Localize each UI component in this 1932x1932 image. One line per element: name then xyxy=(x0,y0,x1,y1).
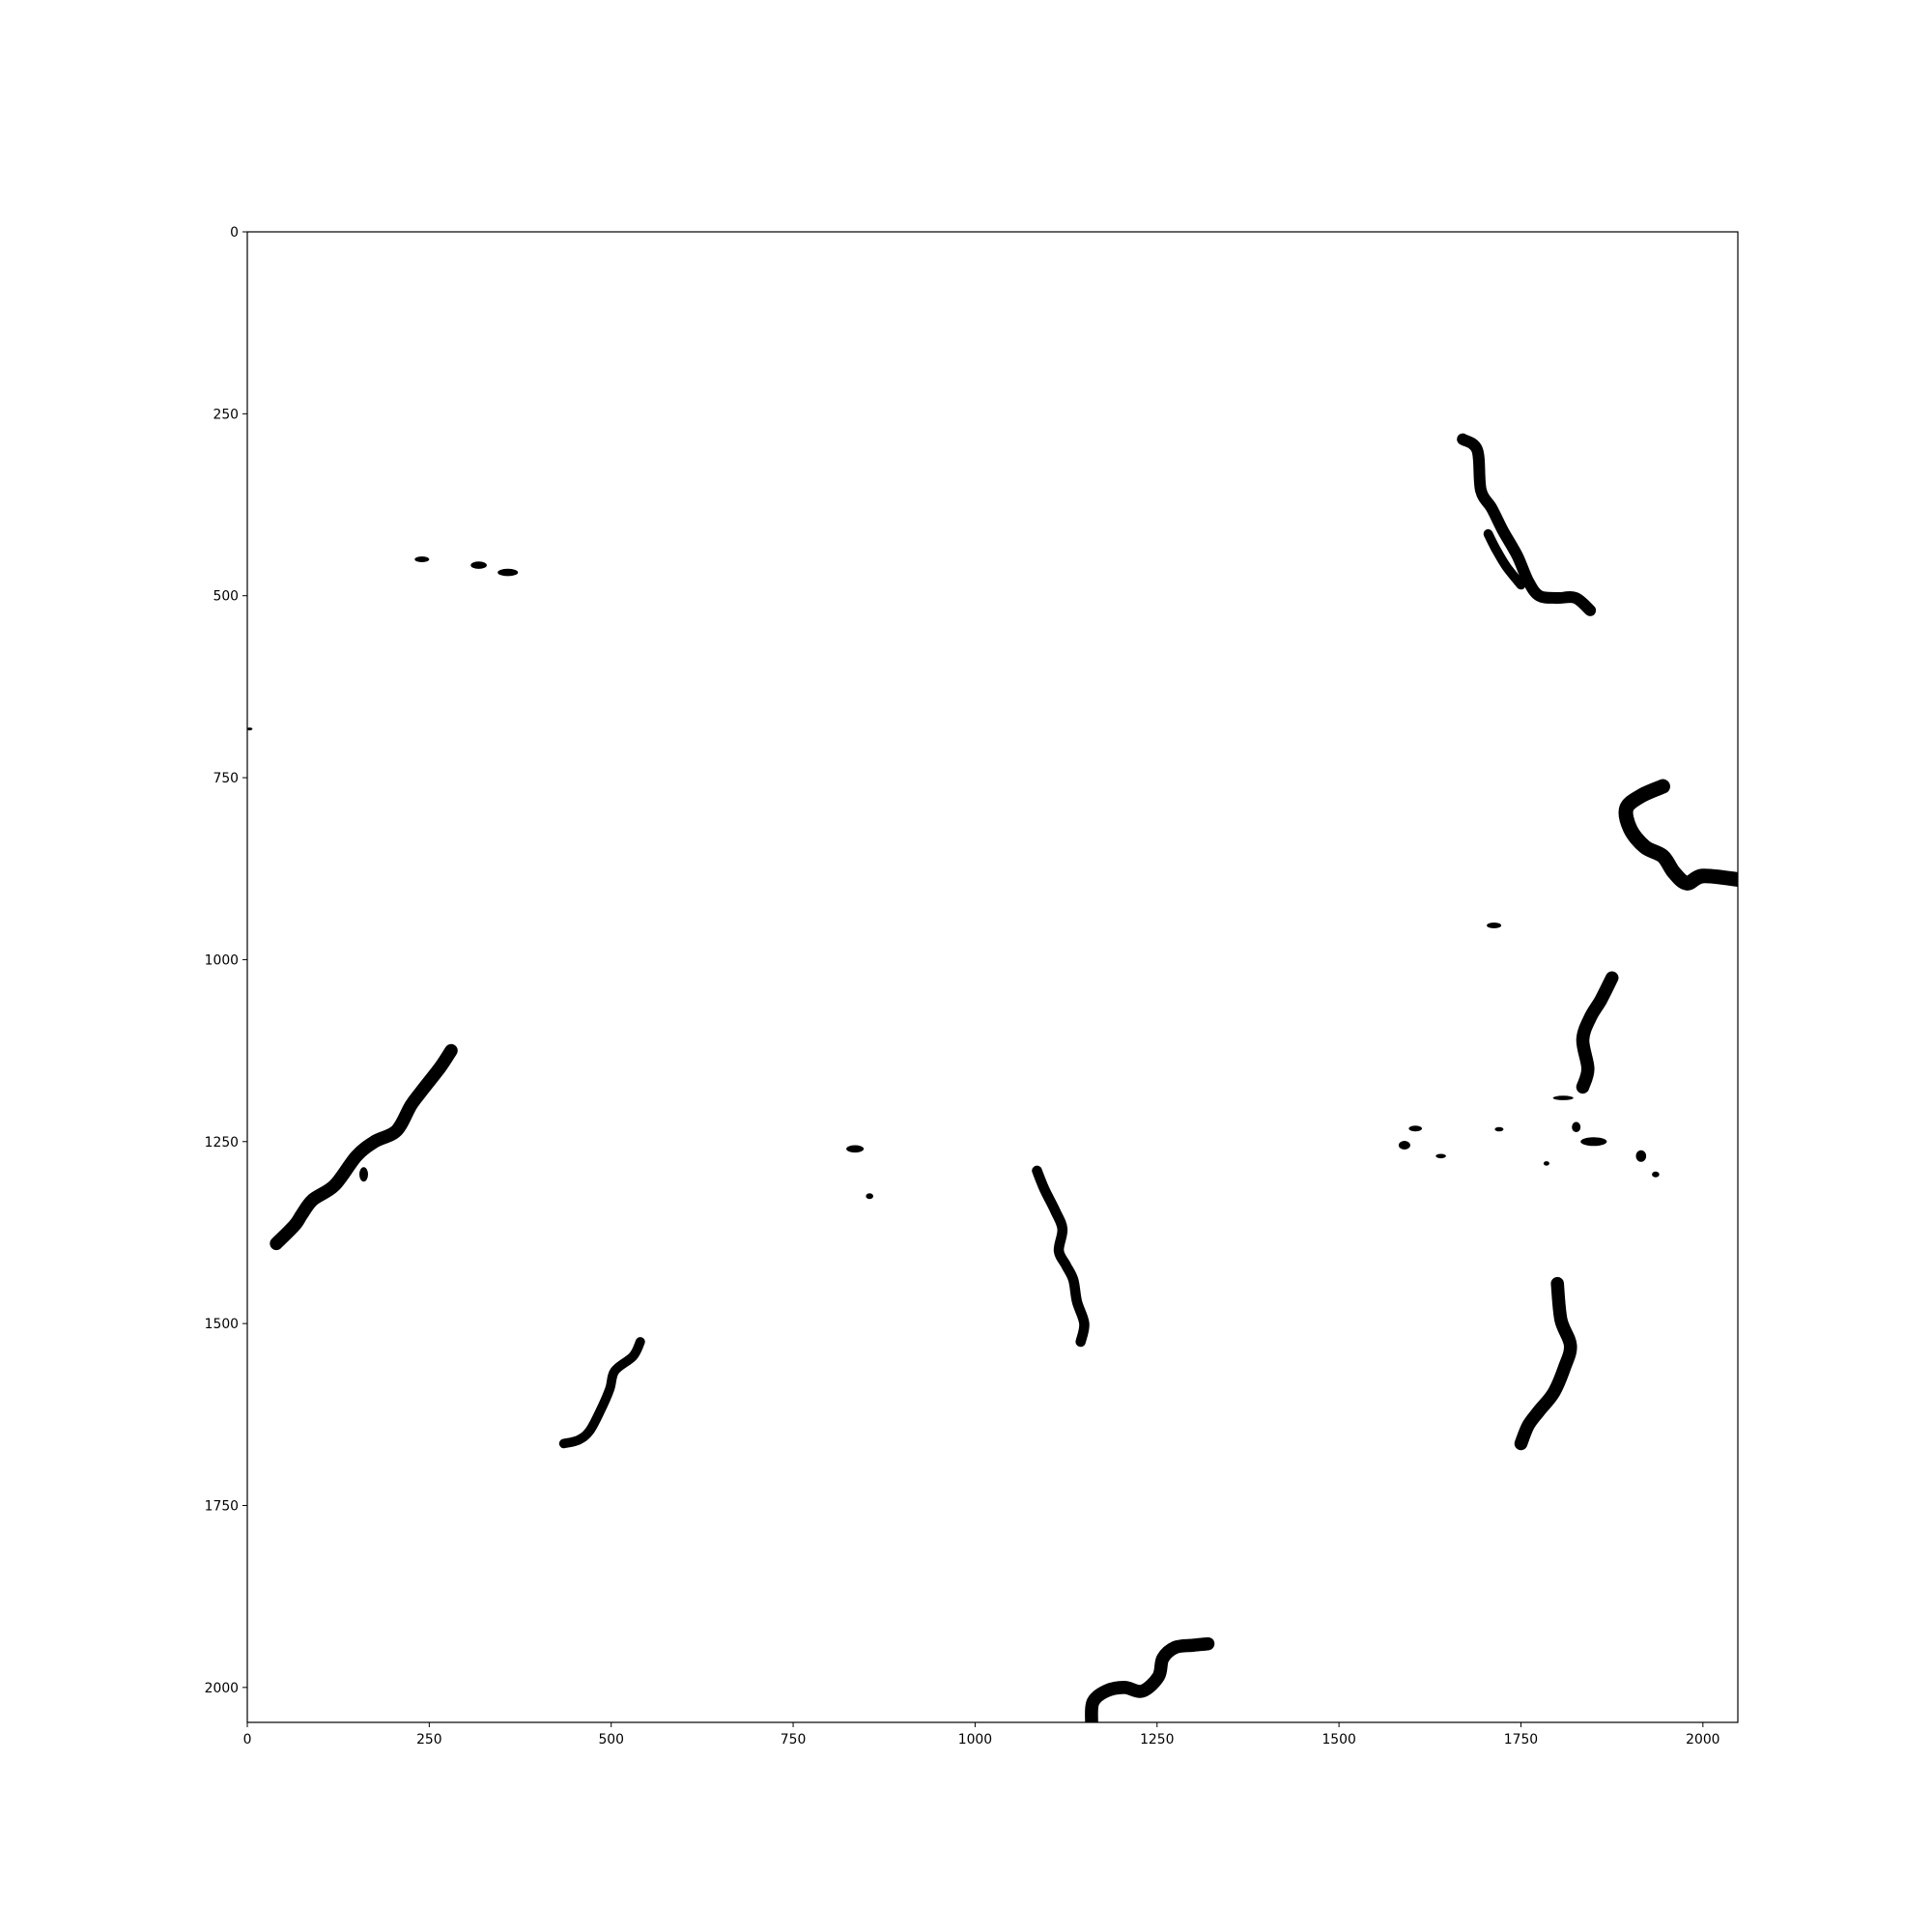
x-tick-label: 1000 xyxy=(958,1732,992,1747)
y-tick-label: 500 xyxy=(213,589,239,605)
x-tick-label: 2000 xyxy=(1686,1732,1719,1747)
mask-blob-14 xyxy=(1580,1137,1606,1146)
x-tick-label: 500 xyxy=(598,1732,624,1747)
y-tick-label: 1750 xyxy=(205,1498,239,1514)
mask-blob-16 xyxy=(1636,1151,1647,1162)
mask-blob-5 xyxy=(1487,923,1501,928)
mask-blob-10 xyxy=(1408,1125,1422,1131)
x-tick-label: 1500 xyxy=(1321,1732,1355,1747)
mask-blob-18 xyxy=(1544,1161,1549,1166)
x-tick-label: 750 xyxy=(781,1732,807,1747)
y-tick-label: 2000 xyxy=(205,1681,239,1696)
mask-blob-2 xyxy=(470,561,487,569)
y-tick-label: 0 xyxy=(230,225,239,241)
mask-blob-9 xyxy=(1399,1141,1410,1150)
mask-blob-1 xyxy=(414,556,429,562)
y-tick-label: 750 xyxy=(213,771,239,786)
y-tick-label: 1000 xyxy=(205,952,239,968)
mask-blob-17 xyxy=(1652,1172,1660,1178)
mask-blob-13 xyxy=(1553,1095,1574,1100)
x-tick-label: 0 xyxy=(243,1732,252,1747)
mask-blob-11 xyxy=(1435,1154,1446,1159)
x-tick-label: 1750 xyxy=(1504,1732,1538,1747)
y-tick-label: 250 xyxy=(213,407,239,422)
mask-blob-12 xyxy=(1494,1127,1503,1132)
y-tick-label: 1500 xyxy=(205,1317,239,1332)
mask-blob-15 xyxy=(1572,1122,1580,1132)
y-tick-label: 1250 xyxy=(205,1135,239,1151)
mask-blob-8 xyxy=(359,1167,368,1181)
x-tick-label: 1250 xyxy=(1140,1732,1174,1747)
mask-blob-3 xyxy=(497,569,518,577)
mask-blob-7 xyxy=(866,1193,873,1199)
mask-blob-6 xyxy=(846,1146,864,1153)
x-tick-label: 250 xyxy=(416,1732,442,1747)
